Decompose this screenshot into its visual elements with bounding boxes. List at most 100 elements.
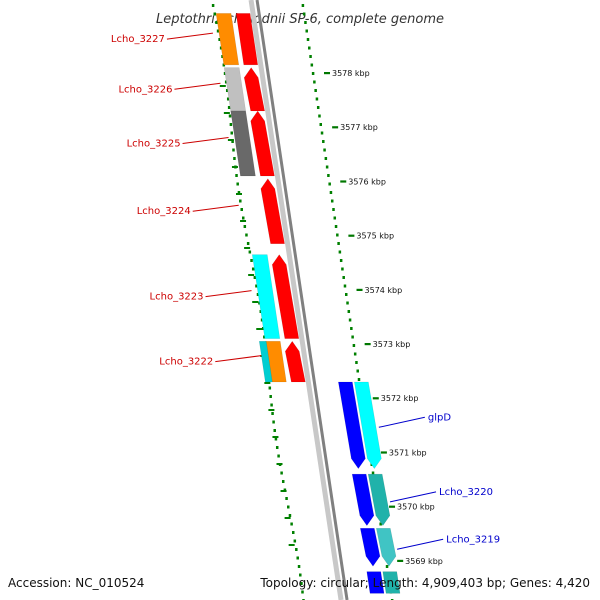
gc-dot <box>285 497 288 500</box>
gc-dot <box>243 225 247 228</box>
tick-label: 3575 kbp <box>356 232 394 241</box>
gc-dot <box>287 505 290 509</box>
gc-dash <box>223 112 230 114</box>
cds-forward <box>359 528 381 567</box>
gc-dot <box>301 590 304 594</box>
gc-dot <box>223 72 227 75</box>
gc-dot <box>273 429 276 432</box>
gc-dot <box>311 72 315 75</box>
gc-dot <box>339 259 343 262</box>
gc-dash <box>219 85 226 87</box>
gc-dot <box>288 514 292 517</box>
cog-box <box>354 381 382 470</box>
gc-dot <box>248 250 252 254</box>
tick-mark <box>348 234 355 237</box>
gc-dot <box>241 216 245 220</box>
gc-dot <box>350 327 353 330</box>
label-leader <box>192 204 239 212</box>
gc-dash <box>264 382 271 384</box>
gc-dot <box>306 38 310 41</box>
gc-dot <box>246 242 250 245</box>
backbone-track <box>248 0 349 600</box>
tick-mark <box>324 72 330 75</box>
gc-dot <box>337 242 340 245</box>
tick-mark <box>380 451 387 454</box>
cds-forward <box>351 473 375 527</box>
backbone-dark <box>255 0 349 600</box>
gc-dot <box>325 165 329 169</box>
tick-mark <box>389 505 396 508</box>
gc-dot <box>272 420 275 424</box>
gc-dot <box>336 233 339 237</box>
tick-label: 3574 kbp <box>365 286 403 295</box>
genome-summary-text: Topology: circular; Length: 4,909,403 bp… <box>260 576 590 590</box>
gc-dot <box>334 225 338 228</box>
gene-label: Lcho_3225 <box>127 138 181 149</box>
gc-dot <box>318 114 321 118</box>
gc-dot <box>314 89 317 92</box>
gc-dot <box>371 471 375 475</box>
cog-box-secondary <box>258 341 273 383</box>
gc-dot <box>324 157 328 160</box>
gc-dot <box>274 437 278 441</box>
gc-dot <box>323 148 326 152</box>
gc-dot <box>251 267 255 271</box>
gc-dot <box>292 531 295 534</box>
gc-dot <box>293 539 297 543</box>
tick-mark <box>397 559 404 562</box>
gc-dot <box>229 123 233 126</box>
gc-dash <box>240 220 247 222</box>
gc-dash <box>256 328 263 330</box>
gc-dot <box>356 369 359 373</box>
gc-dot <box>333 216 337 220</box>
label-leader <box>215 355 262 363</box>
gc-dot <box>255 284 258 288</box>
gc-dot <box>219 46 223 50</box>
gc-dot <box>236 182 239 186</box>
gc-dot <box>342 276 345 279</box>
gc-dot <box>319 123 322 126</box>
cds-reverse <box>250 110 275 177</box>
gc-dash <box>272 436 279 438</box>
gc-dash <box>248 274 255 276</box>
gc-dot <box>258 301 261 305</box>
gene-label: glpD <box>428 412 451 423</box>
gc-dot <box>256 293 260 296</box>
label-leader <box>378 416 425 428</box>
label-leader <box>166 32 213 40</box>
tick-mark <box>356 288 363 291</box>
gc-dot <box>261 327 265 330</box>
gc-dot <box>352 344 356 347</box>
tick-label: 3570 kbp <box>397 503 435 512</box>
gc-dot <box>271 412 274 415</box>
gene-label: Lcho_3220 <box>439 487 493 498</box>
tick-label: 3571 kbp <box>389 448 427 457</box>
gc-dot <box>297 565 301 568</box>
cds-reverse <box>271 254 300 339</box>
tick-label: 3569 kbp <box>405 557 443 566</box>
label-leader <box>205 290 252 298</box>
cds-forward <box>366 571 385 594</box>
gc-dash <box>231 166 238 168</box>
gene-label: Lcho_3226 <box>118 84 172 95</box>
gc-dot <box>338 250 342 254</box>
gene-labels: Lcho_3227 Lcho_3226 Lcho_3225 Lcho_3224 Lcho… <box>111 32 500 550</box>
gc-dot <box>250 259 253 262</box>
gc-dot <box>385 565 389 568</box>
gc-dot <box>329 191 333 194</box>
backbone-light <box>248 0 344 600</box>
gene-label: Lcho_3227 <box>111 34 165 45</box>
gc-dash <box>284 517 291 519</box>
gc-dot <box>269 395 272 398</box>
gc-dot <box>347 310 351 313</box>
gc-dot <box>345 293 348 296</box>
gc-dot <box>308 46 311 50</box>
gc-dot <box>215 21 218 24</box>
gc-dot <box>302 12 306 16</box>
gc-dot <box>290 522 293 526</box>
gc-dot <box>346 301 349 305</box>
gc-dot <box>227 106 231 109</box>
gene-label: Lcho_3222 <box>159 357 213 368</box>
gc-dot <box>230 131 233 135</box>
